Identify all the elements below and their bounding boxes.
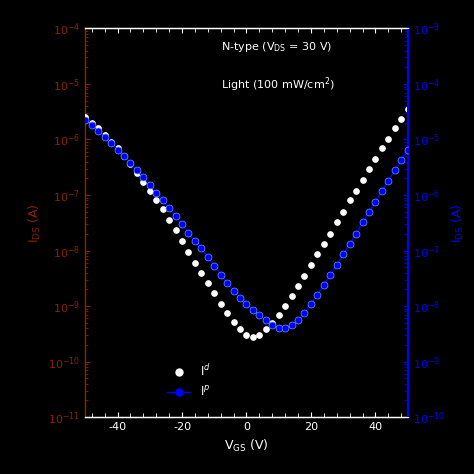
Legend: I$^{d}$, I$^{p}$: I$^{d}$, I$^{p}$ — [162, 358, 216, 403]
Y-axis label: I$_{\mathrm{DS}}$ (A): I$_{\mathrm{DS}}$ (A) — [27, 203, 43, 243]
Text: Light (100 mW/cm$^{2}$): Light (100 mW/cm$^{2}$) — [221, 75, 335, 94]
Text: N-type (V$_{\mathrm{DS}}$ = 30 V): N-type (V$_{\mathrm{DS}}$ = 30 V) — [221, 40, 332, 54]
X-axis label: V$_{\mathrm{GS}}$ (V): V$_{\mathrm{GS}}$ (V) — [224, 438, 269, 454]
Y-axis label: I$_{\mathrm{DS}}$ (A): I$_{\mathrm{DS}}$ (A) — [450, 203, 466, 243]
